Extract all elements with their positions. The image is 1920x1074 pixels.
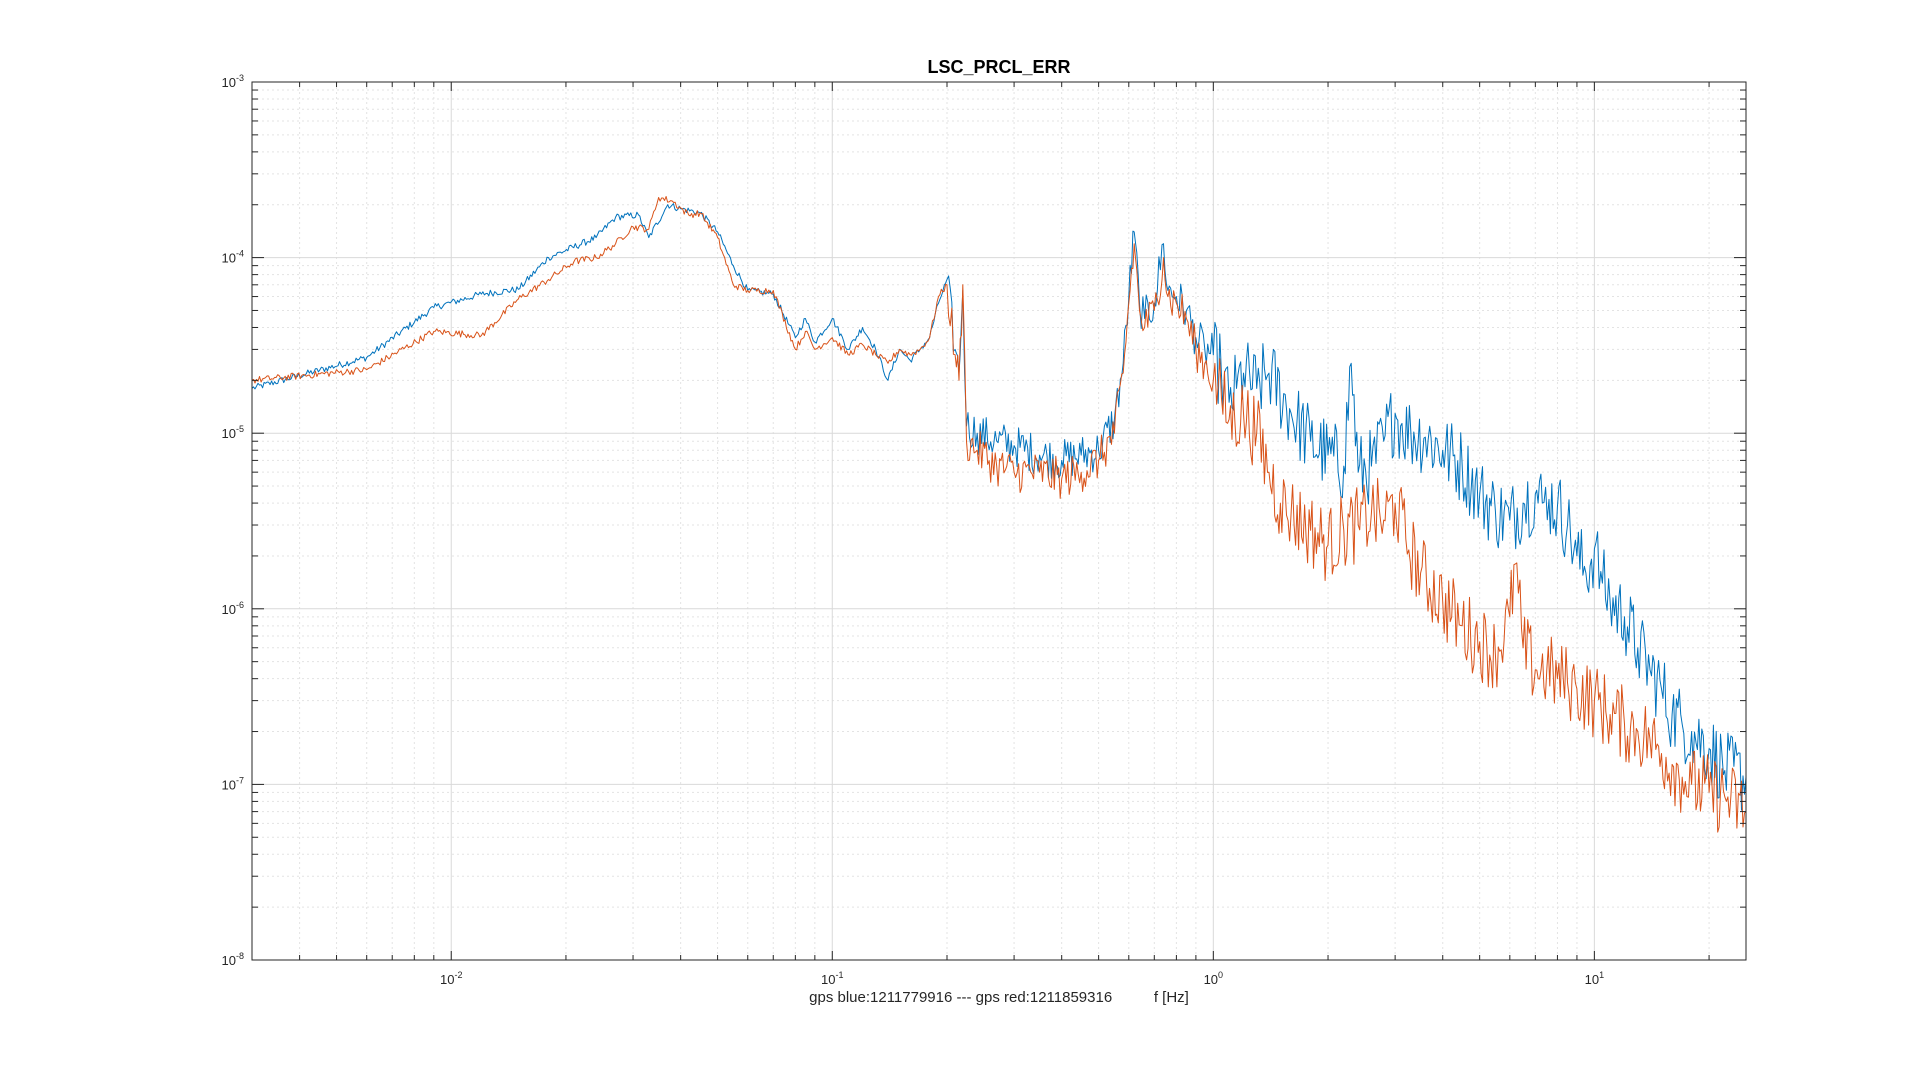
plot-background — [252, 82, 1746, 960]
y-tick-label: 10-3 — [222, 73, 244, 90]
x-axis-label: gps blue:1211779916 --- gps red:12118593… — [809, 989, 1189, 1006]
y-tick-label: 10-7 — [222, 775, 244, 792]
y-tick-labels: 10-8 10-7 10-6 10-5 10-4 10-3 — [222, 73, 244, 968]
x-tick-label: 100 — [1204, 970, 1223, 987]
x-tick-label: 10-2 — [440, 970, 462, 987]
series-layer — [251, 196, 1747, 833]
y-tick-label: 10-8 — [222, 951, 244, 968]
x-tick-labels: 10-2 10-1 100 101 — [440, 970, 1604, 987]
series-line-2 — [251, 196, 1747, 833]
tick-marks — [251, 81, 1746, 961]
chart-title: LSC_PRCL_ERR — [927, 57, 1070, 77]
y-tick-label: 10-5 — [222, 424, 244, 441]
y-tick-label: 10-6 — [222, 600, 244, 617]
series-line-1 — [251, 203, 1747, 811]
x-tick-label: 10-1 — [821, 970, 843, 987]
y-tick-label: 10-4 — [222, 249, 244, 266]
x-tick-label: 101 — [1585, 970, 1604, 987]
plot-frame — [251, 81, 1747, 961]
